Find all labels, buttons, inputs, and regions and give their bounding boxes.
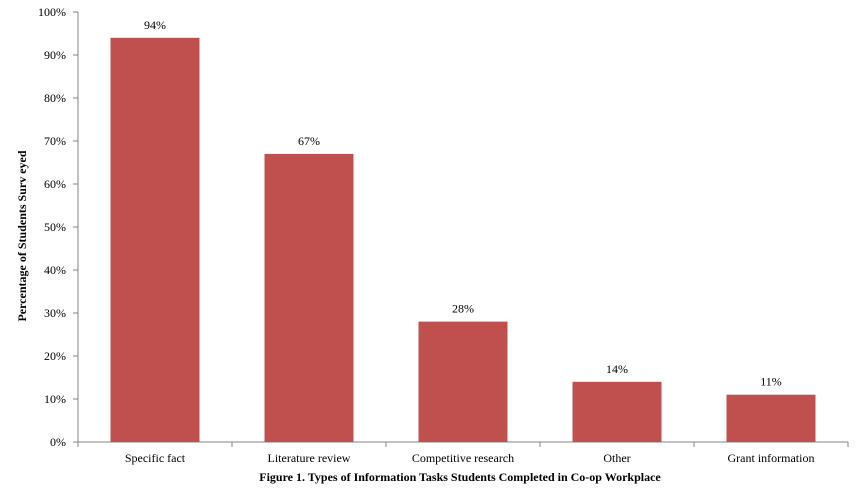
y-tick-label: 60% [44,177,66,191]
data-label: 11% [760,375,782,389]
y-tick-label: 90% [44,48,66,62]
y-tick-label: 80% [44,91,66,105]
y-tick-label: 20% [44,349,66,363]
figure-caption: Figure 1. Types of Information Tasks Stu… [259,470,661,484]
bar [572,381,662,442]
x-category-label: Other [603,451,630,465]
bar [110,37,200,443]
x-category-label: Grant information [728,451,815,465]
y-tick-label: 30% [44,306,66,320]
data-labels: 94% 67% 28% 14% 11% [144,18,782,389]
y-tick-label: 0% [50,435,66,449]
y-tick-label: 100% [38,5,66,19]
x-axis-labels: Specific fact Literature review Competitiv… [125,451,815,465]
bar [726,394,816,442]
x-category-label: Competitive research [412,451,514,465]
data-label: 28% [452,302,474,316]
y-axis-title-group: Percentage of Students Surv eyed [15,150,29,321]
data-label: 94% [144,18,166,32]
y-tick-label: 70% [44,134,66,148]
bars [110,37,816,443]
y-tick-label: 10% [44,392,66,406]
bar [264,153,354,442]
x-category-label: Specific fact [125,451,186,465]
y-axis-ticks: 0% 10% 20% 30% 40% 50% 60% 70% 80% 90% 100% [38,5,78,449]
y-axis-title: Percentage of Students Surv eyed [15,150,29,321]
y-tick-label: 50% [44,220,66,234]
bar [418,321,508,442]
x-category-label: Literature review [268,451,351,465]
data-label: 14% [606,362,628,376]
data-label: 67% [298,134,320,148]
y-tick-label: 40% [44,263,66,277]
